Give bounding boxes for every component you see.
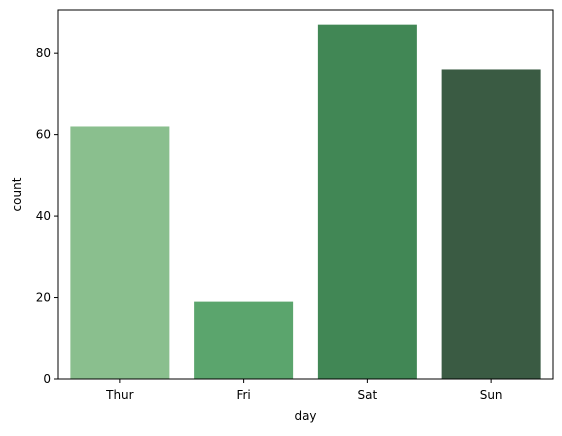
bar-thur: [70, 126, 170, 379]
x-tick-label: Fri: [236, 388, 250, 402]
y-axis-ticks: 0 20 40 60 80: [36, 46, 58, 386]
y-tick-label: 20: [36, 291, 51, 305]
y-tick-label: 40: [36, 209, 51, 223]
x-axis-label: day: [294, 409, 316, 423]
y-axis-label: count: [10, 177, 24, 211]
y-tick-label: 0: [43, 372, 51, 386]
x-tick-label: Sat: [358, 388, 378, 402]
x-tick-label: Sun: [480, 388, 503, 402]
plot-frame: [57, 9, 554, 380]
bar-sat: [317, 24, 417, 379]
bar-sun: [441, 69, 541, 380]
y-tick-label: 60: [36, 128, 51, 142]
x-axis-ticks: Thur Fri Sat Sun: [105, 379, 503, 402]
x-tick-label: Thur: [105, 388, 134, 402]
bars-layer: [70, 24, 541, 380]
y-tick-label: 80: [36, 46, 51, 60]
bar-fri: [194, 301, 294, 379]
